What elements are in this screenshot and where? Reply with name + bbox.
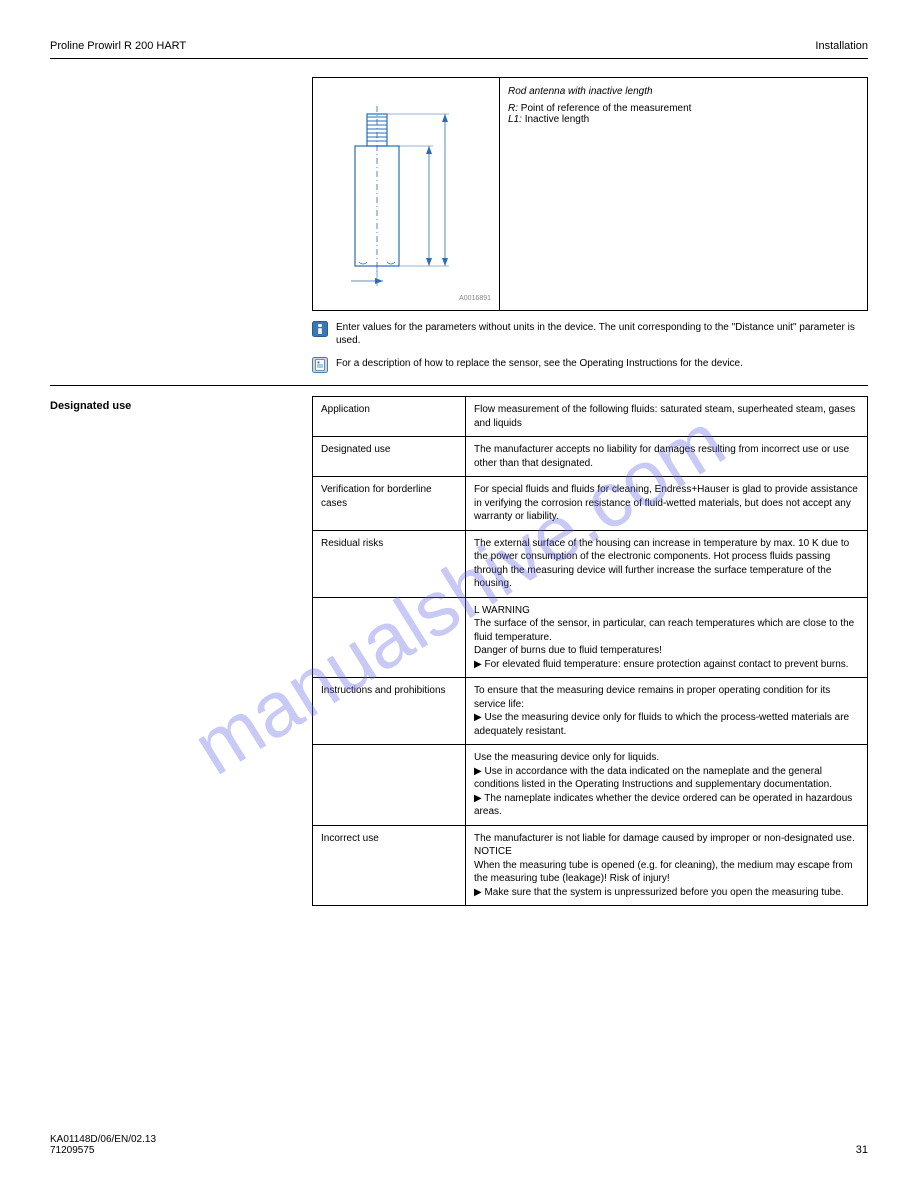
table-row: L WARNING The surface of the sensor, in … bbox=[313, 597, 868, 678]
usage-section: Designated use ApplicationFlow measureme… bbox=[50, 396, 868, 906]
usage-cell-value: The manufacturer is not liable for damag… bbox=[466, 825, 868, 906]
table-row: Designated useThe manufacturer accepts n… bbox=[313, 437, 868, 477]
table-row: Verification for borderline casesFor spe… bbox=[313, 477, 868, 531]
usage-cell-label: Application bbox=[313, 397, 466, 437]
table-row: Instructions and prohibitionsTo ensure t… bbox=[313, 678, 868, 745]
usage-cell-label: Instructions and prohibitions bbox=[313, 678, 466, 745]
diagram-heading: Rod antenna with inactive length bbox=[508, 86, 859, 97]
info-note-2-text: For a description of how to replace the … bbox=[336, 357, 868, 370]
page-footer: KA01148D/06/EN/02.13 71209575 31 bbox=[50, 1134, 868, 1156]
usage-cell-value: The external surface of the housing can … bbox=[466, 530, 868, 597]
diagram-line-0: R: Point of reference of the measurement bbox=[508, 103, 859, 114]
info-note-2: For a description of how to replace the … bbox=[312, 357, 868, 373]
info-icon bbox=[312, 321, 330, 337]
table-row: ApplicationFlow measurement of the follo… bbox=[313, 397, 868, 437]
usage-cell-label: Verification for borderline cases bbox=[313, 477, 466, 531]
diagram-line-1: L1: Inactive length bbox=[508, 114, 859, 125]
content-area: A0016891 Rod antenna with inactive lengt… bbox=[50, 77, 868, 373]
page-header: Proline Prowirl R 200 HART Installation bbox=[50, 40, 868, 59]
diagram-caption: A0016891 bbox=[321, 295, 491, 302]
usage-cell-label: Designated use bbox=[313, 437, 466, 477]
document-icon bbox=[312, 357, 330, 373]
table-row: Residual risksThe external surface of th… bbox=[313, 530, 868, 597]
usage-cell-label bbox=[313, 597, 466, 678]
footer-left: KA01148D/06/EN/02.13 71209575 bbox=[50, 1134, 156, 1156]
table-row: Incorrect useThe manufacturer is not lia… bbox=[313, 825, 868, 906]
usage-table: ApplicationFlow measurement of the follo… bbox=[312, 396, 868, 906]
diagram-cell: A0016891 bbox=[313, 78, 500, 310]
usage-cell-label: Incorrect use bbox=[313, 825, 466, 906]
header-left: Proline Prowirl R 200 HART bbox=[50, 40, 186, 52]
header-right: Installation bbox=[815, 40, 868, 52]
rod-antenna-diagram bbox=[321, 86, 471, 296]
footer-doc-code: 71209575 bbox=[50, 1145, 156, 1156]
usage-cell-value: L WARNING The surface of the sensor, in … bbox=[466, 597, 868, 678]
usage-cell-value: The manufacturer accepts no liability fo… bbox=[466, 437, 868, 477]
section-divider bbox=[50, 385, 868, 386]
usage-cell-label bbox=[313, 745, 466, 826]
diagram-description: Rod antenna with inactive length R: Poin… bbox=[500, 78, 867, 310]
table-row: Use the measuring device only for liquid… bbox=[313, 745, 868, 826]
usage-cell-value: Use the measuring device only for liquid… bbox=[466, 745, 868, 826]
footer-doc-id: KA01148D/06/EN/02.13 bbox=[50, 1134, 156, 1145]
usage-cell-value: For special fluids and fluids for cleani… bbox=[466, 477, 868, 531]
usage-cell-label: Residual risks bbox=[313, 530, 466, 597]
diagram-box: A0016891 Rod antenna with inactive lengt… bbox=[312, 77, 868, 311]
usage-title: Designated use bbox=[50, 396, 312, 906]
info-note-1-text: Enter values for the parameters without … bbox=[336, 321, 868, 347]
usage-cell-value: To ensure that the measuring device rema… bbox=[466, 678, 868, 745]
info-note-1: Enter values for the parameters without … bbox=[312, 321, 868, 347]
footer-page-number: 31 bbox=[856, 1144, 868, 1156]
usage-cell-value: Flow measurement of the following fluids… bbox=[466, 397, 868, 437]
